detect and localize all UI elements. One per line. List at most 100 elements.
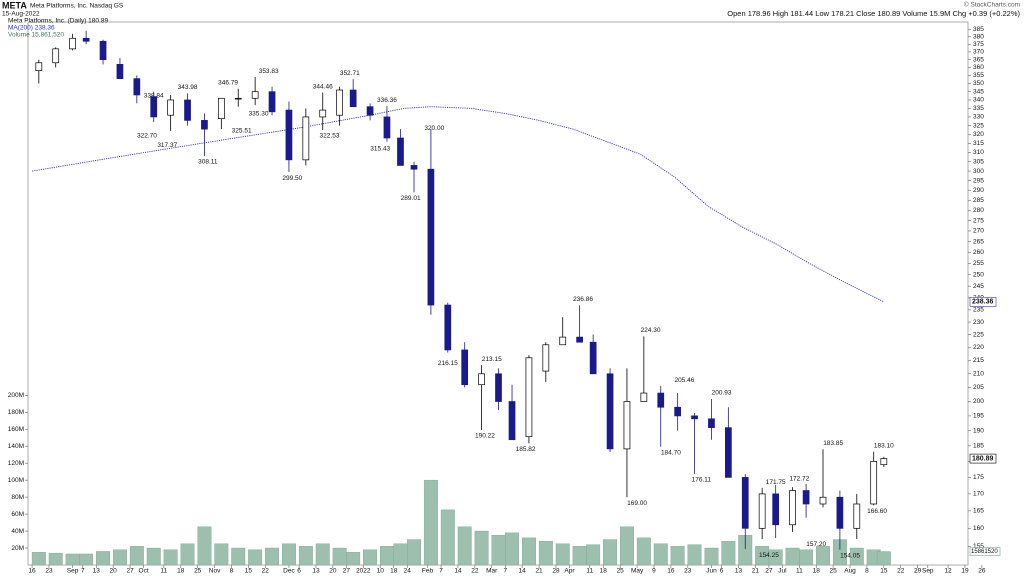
y-tick-label: 275: [973, 217, 984, 224]
volume-bar: [163, 549, 178, 566]
annotation: 171.75: [766, 479, 786, 486]
date: 15-Aug-2022: [2, 11, 40, 18]
x-tick-label: 18: [177, 568, 185, 575]
candle-body: [366, 106, 374, 116]
y-tick-label: 350: [973, 80, 984, 87]
ma-line: [32, 106, 885, 303]
volume-bar: [346, 552, 361, 566]
annotation: 315.43: [370, 145, 390, 152]
x-tick-label: 22: [262, 568, 270, 575]
candle-body: [427, 168, 435, 306]
annotation: 205.46: [674, 377, 694, 384]
company: Meta Platforms, Inc. Nasdaq GS: [30, 3, 124, 10]
annotation: 344.46: [313, 83, 333, 90]
volume-bar: [670, 546, 685, 566]
y2-tick-label: 140M: [8, 443, 24, 450]
x-tick-label: 23: [45, 568, 53, 575]
y-tick-label: 360: [973, 64, 984, 71]
y-tick-label: 200: [973, 398, 984, 405]
volume-bar: [96, 551, 110, 566]
volume-bar: [79, 553, 94, 566]
volume-bar: [721, 541, 736, 566]
candle-body: [461, 349, 469, 386]
x-tick-label: Feb: [422, 568, 434, 575]
x-tick-label: Jul: [778, 568, 787, 575]
x-tick-label: 26: [978, 568, 986, 575]
candle-body: [870, 461, 878, 505]
x-tick-label: 6: [720, 568, 724, 575]
y-tick-label: 345: [973, 88, 984, 95]
volume-bar: [65, 553, 80, 566]
y-tick-label: 160: [973, 525, 984, 532]
y2-tick-label: 200M: [8, 392, 24, 399]
annotation: 190.22: [475, 433, 495, 440]
volume-bar: [265, 547, 280, 566]
candle-body: [383, 116, 391, 139]
x-tick-label: 21: [535, 568, 543, 575]
volume-bar: [197, 526, 212, 566]
volume-bar: [799, 549, 814, 566]
volume-bar: [214, 543, 229, 566]
y-tick-label: 215: [973, 357, 984, 364]
x-tick-label: 19: [961, 568, 969, 575]
y-tick-label: 310: [973, 149, 984, 156]
candle-body: [99, 40, 107, 60]
y-tick-label: 230: [973, 319, 984, 326]
x-tick-label: Sep: [67, 568, 79, 575]
y-tick-label: 250: [973, 271, 984, 278]
y-tick-label: 255: [973, 260, 984, 267]
y-tick-label: 385: [973, 26, 984, 33]
volume-bar: [538, 541, 553, 566]
candle-body: [708, 418, 715, 429]
x-tick-label: 21: [752, 568, 760, 575]
x-tick-label: 27: [126, 568, 134, 575]
candle-body: [525, 357, 533, 438]
volume-bar: [315, 543, 330, 566]
candle-body: [836, 496, 844, 529]
x-tick-label: 20: [110, 568, 118, 575]
annotation: 322.53: [320, 133, 340, 140]
candle-body: [674, 406, 682, 417]
x-tick-label: 27: [343, 568, 351, 575]
annotation: 184.70: [661, 449, 681, 456]
annotation: 317.37: [157, 142, 177, 149]
candle-body: [35, 62, 43, 72]
volume-bar: [555, 543, 570, 566]
y-tick-label: 340: [973, 97, 984, 104]
y-tick-label: 375: [973, 41, 984, 48]
y-tick-label: 210: [973, 371, 984, 378]
x-tick-label: Dec: [283, 568, 295, 575]
legend-price: Meta Platforms, Inc. (Daily) 180.89: [8, 18, 108, 25]
x-tick-label: 29: [914, 568, 922, 575]
volume-bar: [231, 547, 246, 566]
y-tick-label: 260: [973, 249, 984, 256]
annotation: 183.10: [874, 442, 894, 449]
y2-tick-label: 100M: [8, 477, 24, 484]
candle-body: [542, 344, 550, 372]
candle-body: [853, 503, 861, 529]
x-tick-label: May: [631, 568, 644, 575]
candle-body: [741, 477, 749, 529]
candle-body: [150, 96, 158, 118]
annotation: 169.00: [627, 500, 647, 507]
volume-bar: [457, 526, 472, 566]
candle-body: [508, 401, 516, 441]
volume-bar: [380, 546, 394, 566]
candle-body: [82, 37, 90, 42]
y-tick-label: 205: [973, 384, 984, 391]
x-tick-label: 13: [93, 568, 101, 575]
y-tick-label: 320: [973, 131, 984, 138]
candle-body: [444, 304, 452, 351]
candle-body: [302, 116, 310, 161]
candle-body: [336, 89, 343, 116]
quote: Open 178.96 High 181.44 Low 178.21 Close…: [727, 9, 1020, 18]
x-tick-label: Sep: [922, 568, 934, 575]
x-tick-label: 25: [830, 568, 838, 575]
last-volume-label: 15861520: [971, 549, 998, 555]
volume-bar: [876, 551, 891, 566]
annotation: 154.05: [840, 553, 860, 560]
x-tick-label: 15: [880, 568, 888, 575]
legend-ma: MA(200) 238.36: [8, 25, 55, 32]
x-tick-label: Apr: [564, 568, 575, 575]
y-tick-label: 355: [973, 72, 984, 79]
